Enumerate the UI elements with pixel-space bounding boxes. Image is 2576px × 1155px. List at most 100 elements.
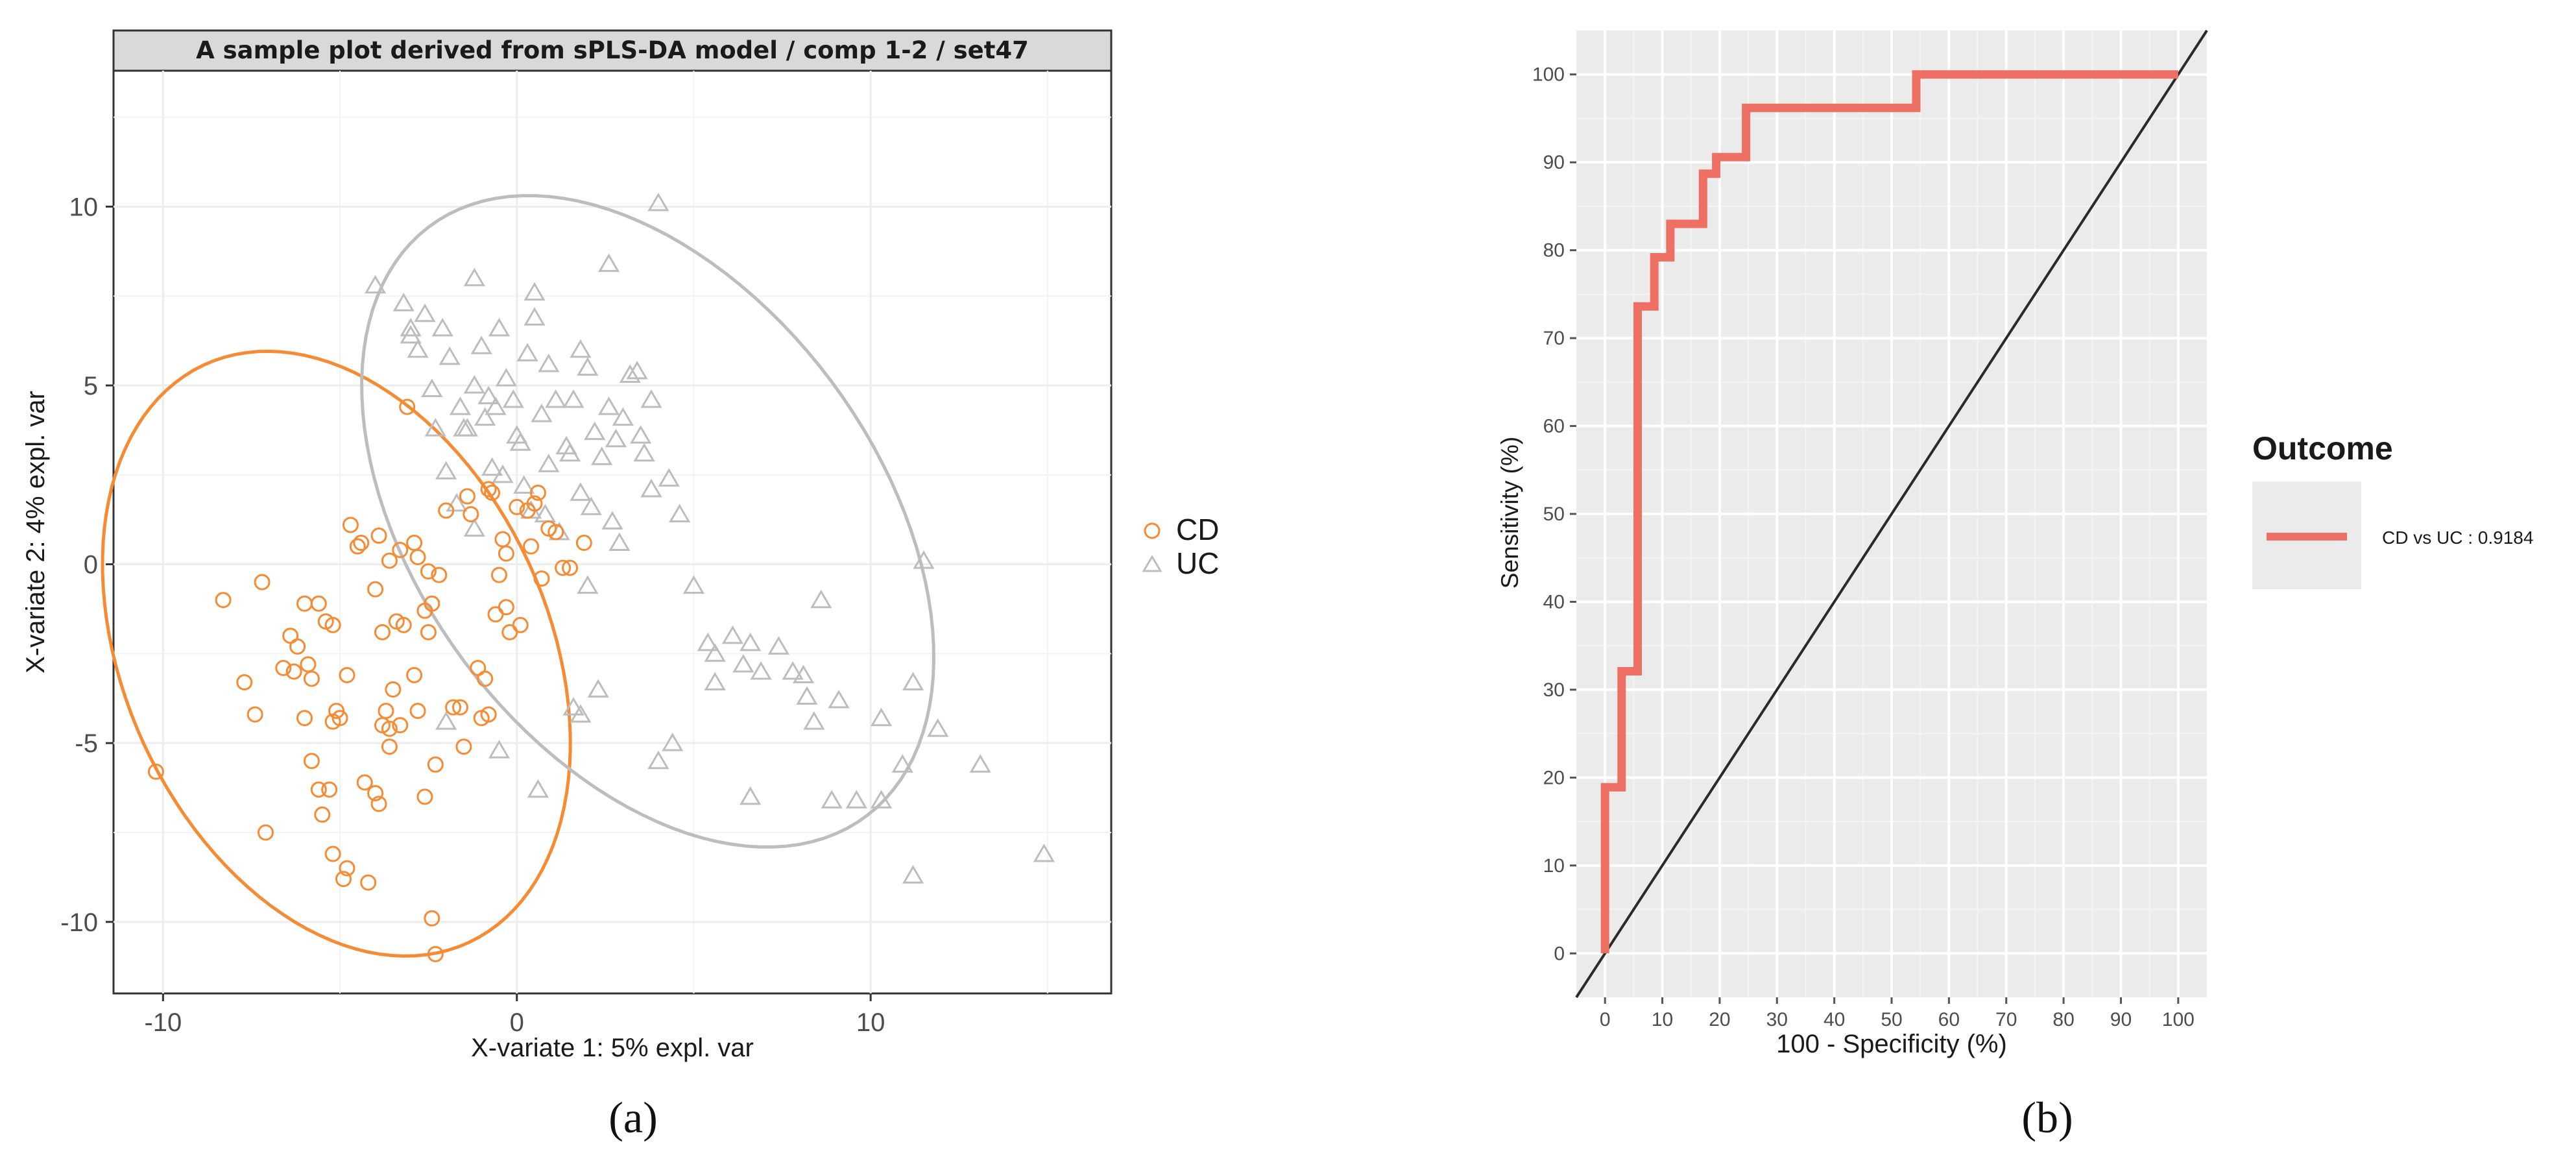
uc-point [470, 335, 492, 354]
uc-point [927, 718, 949, 737]
cd-point [339, 860, 355, 877]
uc-point [477, 385, 500, 405]
x-tick-label: 10 [856, 1008, 885, 1037]
cd-point [236, 674, 253, 690]
uc-point [891, 754, 913, 773]
uc-point [407, 339, 429, 358]
diagonal-reference-line [1575, 29, 2208, 999]
cd-point [416, 788, 433, 805]
cd-point [258, 824, 274, 841]
cd-point [526, 495, 543, 512]
uc-point [538, 454, 560, 472]
cd-point [324, 845, 341, 862]
cd-point [356, 774, 373, 791]
cd-point [367, 784, 384, 801]
cd-point [215, 592, 232, 609]
ellipse-uc [360, 194, 935, 849]
uc-point [531, 404, 553, 422]
cd-point [314, 806, 331, 823]
roc-x-tick-label: 70 [1995, 1009, 2017, 1030]
uc-point [796, 686, 818, 705]
cd-point [424, 910, 440, 927]
uc-point [424, 418, 446, 437]
uc-point [364, 274, 387, 294]
uc-point [392, 293, 415, 311]
x-axis-label: X-variate 1: 5% expl. var [471, 1034, 754, 1062]
uc-point [704, 643, 726, 662]
plot-title-strip [112, 29, 1113, 72]
cd-point [310, 781, 327, 798]
uc-point [495, 368, 517, 387]
uc-point [570, 339, 592, 358]
cd-point [420, 563, 437, 580]
roc-x-tick-label: 100 [2162, 1009, 2195, 1030]
cd-point [342, 517, 359, 533]
cd-point [331, 710, 348, 727]
cd-point [498, 599, 514, 616]
cd-point [399, 398, 416, 415]
roc-x-tick-label: 30 [1766, 1009, 1788, 1030]
uc-point [400, 317, 422, 337]
cd-point [523, 538, 540, 555]
uc-point [580, 496, 602, 515]
roc-panel-b: 0 10 20 30 40 50 60 70 80 90 100 0 10 20 30 40 50 60 70 80 9… [1497, 29, 2533, 1142]
legend-uc-marker [1142, 555, 1162, 572]
cd-point [431, 566, 448, 583]
uc-point [485, 396, 507, 415]
roc-y-tick-label: 10 [1543, 855, 1565, 877]
uc-point [449, 396, 472, 415]
uc-point [513, 475, 535, 494]
cd-point [548, 524, 564, 541]
uc-point [658, 468, 680, 487]
uc-point [435, 461, 457, 480]
cd-point [254, 574, 271, 590]
uc-point [570, 482, 592, 501]
grid-lines [114, 71, 1111, 993]
cd-point [420, 624, 437, 640]
cd-point [406, 535, 423, 552]
cd-point [427, 945, 444, 962]
uc-point [608, 532, 631, 552]
uc-point [538, 353, 560, 372]
uc-point [845, 790, 867, 808]
cd-point [282, 627, 299, 644]
roc-x-tick-label: 0 [1600, 1009, 1611, 1030]
cd-point [310, 595, 327, 612]
y-tick-label: 10 [69, 193, 99, 221]
uc-point [481, 457, 503, 476]
uc-point [782, 661, 804, 680]
cd-point [451, 699, 468, 716]
roc-x-tick-label: 80 [2052, 1009, 2074, 1030]
roc-x-tick-label: 10 [1652, 1009, 1673, 1030]
confidence-ellipses [101, 194, 935, 958]
x-tick-label: 0 [510, 1008, 524, 1037]
cd-point [562, 559, 579, 576]
cd-point [370, 528, 387, 544]
uc-point [792, 664, 815, 683]
uc-point [524, 307, 546, 326]
uc-point [597, 253, 620, 273]
cd-point [529, 484, 546, 501]
roc-axis-ticks: 0 10 20 30 40 50 60 70 80 90 100 0 10 20 30 40 50 60 70 80 9… [1532, 64, 2195, 1030]
uc-point [810, 589, 832, 609]
roc-y-tick-label: 70 [1543, 328, 1565, 349]
uc-point [562, 697, 584, 716]
uc-point [630, 425, 652, 444]
uc-point [740, 786, 762, 805]
uc-point [545, 389, 567, 408]
axis-ticks: -10 0 10 -10 -5 0 5 10 [60, 193, 885, 1037]
uc-point [446, 492, 468, 512]
cd-point [247, 706, 263, 723]
data-points [147, 192, 1055, 962]
uc-point [570, 704, 592, 723]
cd-point [378, 703, 394, 720]
uc-point [750, 661, 772, 680]
uc-point [587, 679, 609, 698]
cd-point [392, 542, 409, 559]
cd-point [275, 659, 292, 676]
cd-point [490, 566, 507, 583]
roc-y-tick-label: 20 [1543, 767, 1565, 788]
cd-point [480, 481, 497, 498]
uc-point [682, 575, 705, 594]
uc-point [870, 707, 893, 727]
